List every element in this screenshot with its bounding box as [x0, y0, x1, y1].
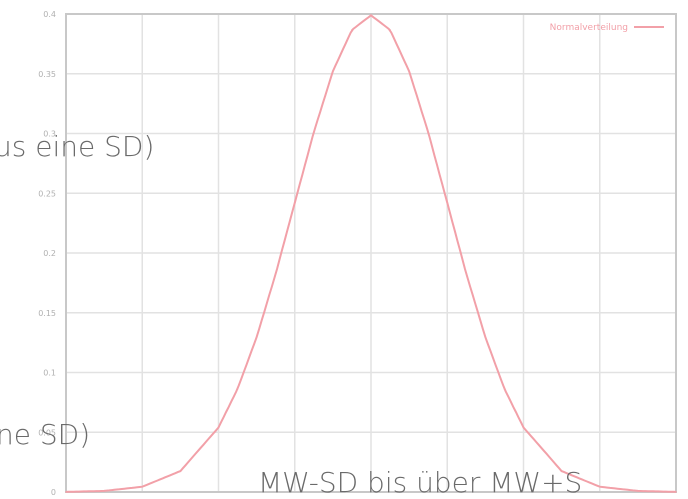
data-point [236, 388, 239, 390]
y-tick-label-4: 0.2 [43, 249, 56, 258]
y-tick-label-8: 0.4 [43, 10, 56, 19]
data-point [179, 470, 182, 472]
data-point [427, 131, 429, 133]
legend: Normalverteilung [550, 23, 664, 33]
data-point [293, 202, 296, 204]
overlay-text-lower: ne SD) [0, 418, 91, 451]
series-layer [65, 14, 677, 493]
y-tick-label-2: 0.1 [43, 369, 56, 378]
axes [65, 13, 677, 493]
data-point [465, 272, 468, 275]
plot-frame [65, 13, 677, 493]
data-point [503, 388, 506, 390]
data-point [332, 70, 334, 73]
data-point [560, 470, 563, 472]
data-point [446, 202, 449, 204]
y-tick-label-1: 0.05 [38, 428, 56, 437]
data-point [65, 491, 67, 493]
data-point [675, 491, 677, 493]
data-point [351, 29, 353, 31]
data-point [389, 29, 391, 31]
data-point [408, 70, 410, 73]
data-point [598, 485, 601, 488]
data-point [637, 490, 639, 492]
data-point [103, 490, 105, 492]
y-tick-label-6: 0.3 [43, 130, 56, 139]
y-tick-labels: 0 0.05 0.1 0.15 0.2 0.25 0.3 0.35 0.4 [38, 10, 56, 497]
data-point [274, 272, 277, 275]
overlay-text-upper: us eine SD) [0, 130, 155, 163]
data-point [484, 336, 487, 339]
data-point [370, 14, 372, 17]
grid [65, 13, 677, 493]
data-point [217, 426, 220, 429]
legend-label: Normalverteilung [550, 23, 628, 33]
data-point [141, 485, 144, 488]
data-point [255, 336, 258, 339]
y-tick-label-7: 0.35 [38, 70, 56, 79]
y-tick-label-3: 0.15 [38, 309, 56, 318]
y-tick-label-5: 0.25 [38, 189, 56, 198]
data-point [313, 131, 315, 133]
overlay-text-bottom: MW-SD bis über MW+S [258, 466, 583, 499]
data-point [522, 426, 525, 429]
y-tick-label-0: 0 [51, 488, 56, 497]
